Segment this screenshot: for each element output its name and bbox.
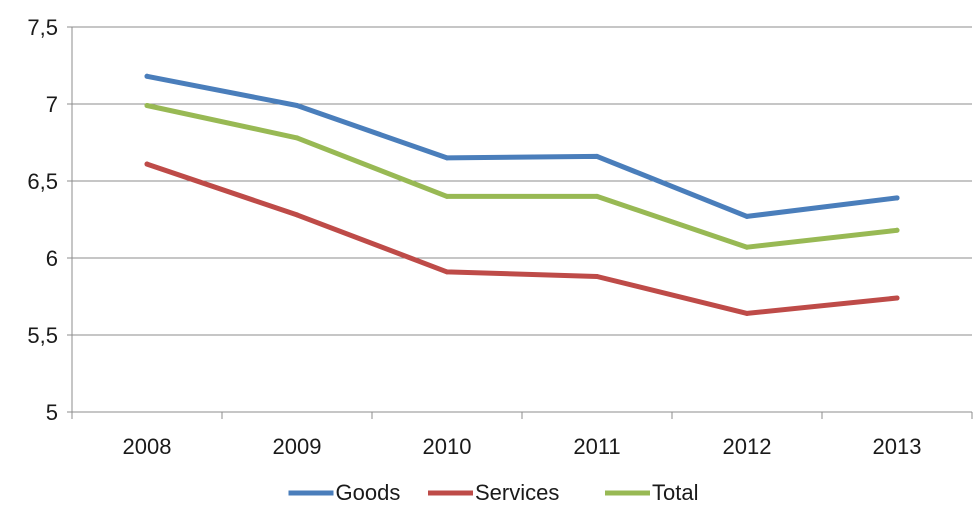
legend-label-services: Services bbox=[475, 480, 559, 505]
data-point-total bbox=[444, 193, 450, 199]
series-line-services bbox=[144, 161, 900, 316]
data-point-goods bbox=[444, 155, 450, 161]
x-tick-label: 2010 bbox=[423, 434, 472, 459]
data-point-total bbox=[894, 227, 900, 233]
y-tick-label: 7,5 bbox=[27, 15, 58, 40]
data-point-services bbox=[594, 273, 600, 279]
data-point-total bbox=[594, 193, 600, 199]
x-tick-label: 2012 bbox=[723, 434, 772, 459]
series-line-goods bbox=[144, 73, 900, 219]
x-tick-label: 2008 bbox=[123, 434, 172, 459]
data-point-total bbox=[144, 103, 150, 109]
y-tick-label: 7 bbox=[46, 92, 58, 117]
data-point-services bbox=[744, 310, 750, 316]
y-tick-label: 5,5 bbox=[27, 323, 58, 348]
gridlines bbox=[72, 26, 972, 336]
data-point-goods bbox=[144, 73, 150, 79]
x-tick-label: 2009 bbox=[273, 434, 322, 459]
data-point-goods bbox=[594, 153, 600, 159]
series-lines bbox=[144, 73, 900, 316]
legend-item-goods: Goods bbox=[288, 480, 401, 505]
x-tick-label: 2011 bbox=[573, 434, 620, 459]
data-point-services bbox=[894, 295, 900, 301]
data-point-services bbox=[294, 212, 300, 218]
legend: Goods Services Total bbox=[288, 480, 698, 505]
data-point-total bbox=[744, 244, 750, 250]
data-point-services bbox=[444, 269, 450, 275]
data-point-goods bbox=[744, 213, 750, 219]
axes: 5 5,5 6 6,5 7 7,5 2008 2009 2010 2011 2012 2013 bbox=[27, 15, 973, 459]
data-point-goods bbox=[294, 103, 300, 109]
legend-item-services: Services bbox=[428, 480, 559, 505]
y-tick-label: 6,5 bbox=[27, 169, 58, 194]
data-point-services bbox=[144, 161, 150, 167]
legend-label-total: Total bbox=[652, 480, 698, 505]
data-point-goods bbox=[894, 195, 900, 201]
x-tick-label: 2013 bbox=[873, 434, 922, 459]
series-line-total bbox=[144, 103, 900, 250]
data-point-total bbox=[294, 135, 300, 141]
y-tick-label: 6 bbox=[46, 246, 58, 271]
legend-label-goods: Goods bbox=[336, 480, 401, 505]
legend-item-total: Total bbox=[605, 480, 698, 505]
y-tick-label: 5 bbox=[46, 400, 58, 425]
